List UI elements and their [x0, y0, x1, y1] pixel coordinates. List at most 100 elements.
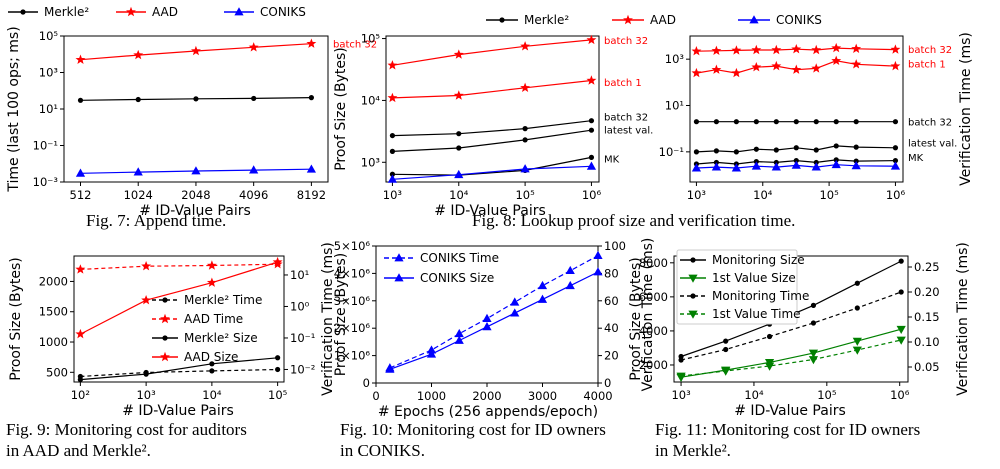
- series-line: [392, 129, 592, 152]
- data-point: [75, 54, 86, 64]
- data-point: [249, 165, 259, 174]
- series-line: [80, 368, 278, 378]
- data-point: [389, 132, 396, 139]
- data-point: [813, 119, 819, 125]
- caption-fig10: Fig. 10: Monitoring cost for ID owners i…: [340, 419, 606, 461]
- x-tick-label: 10⁶: [582, 188, 602, 202]
- legend-top-right-entry-marker: [623, 14, 633, 25]
- data-point: [678, 357, 684, 363]
- legend-entry-label: 1st Value Time: [712, 307, 801, 321]
- data-point: [773, 119, 779, 125]
- y-tick-label: 2×10⁶: [334, 321, 371, 335]
- x-axis-label: # Epochs (256 appends/epoch): [378, 404, 598, 420]
- data-point: [733, 149, 739, 155]
- legend-entry-marker: [690, 293, 696, 299]
- series-line: [389, 255, 599, 369]
- x-tick-label: 2048: [181, 188, 210, 202]
- data-point: [851, 161, 861, 170]
- legend-top-left-entry-label: CONIKS: [260, 5, 306, 19]
- data-point: [143, 371, 149, 377]
- y-tick-label: 5×10⁶: [334, 239, 371, 253]
- x-tick-label: 10⁵: [817, 388, 837, 402]
- x-tick-label: 2000: [472, 389, 501, 403]
- y-tick-label: 0: [363, 376, 370, 390]
- legend-entry-marker: [394, 253, 404, 262]
- data-point: [713, 119, 719, 125]
- data-point: [588, 154, 595, 160]
- legend-entry-marker: [160, 313, 170, 324]
- series-line: [696, 145, 896, 153]
- data-point: [385, 364, 395, 373]
- legend-entry-marker: [688, 310, 698, 319]
- series-line: [392, 79, 592, 99]
- y-tick-label: 1×10⁶: [334, 349, 371, 363]
- y2-tick-label: 10¹: [290, 268, 309, 282]
- data-point: [275, 366, 281, 373]
- series-line: [80, 357, 278, 381]
- data-point: [751, 44, 762, 55]
- data-point: [810, 302, 817, 308]
- series-annotation: batch 32: [604, 36, 648, 47]
- legend-entry-label: Monitoring Time: [712, 289, 809, 303]
- series-line: [681, 328, 902, 378]
- series-annotation: batch 32: [908, 45, 952, 56]
- data-point: [520, 82, 530, 92]
- data-point: [251, 95, 257, 102]
- data-point: [731, 163, 741, 172]
- x-tick-label: 10⁴: [753, 188, 773, 202]
- data-point: [723, 346, 729, 353]
- y2-tick-label: 20: [604, 349, 619, 363]
- x-tick-label: 4096: [239, 188, 268, 202]
- data-point: [773, 147, 779, 153]
- y-tick-label: 10⁻¹: [659, 145, 684, 159]
- data-point: [456, 131, 462, 137]
- x-tick-label: 10⁵: [819, 188, 839, 202]
- series-annotation: MK: [908, 153, 924, 164]
- y2-tick-label: 0: [604, 376, 611, 390]
- data-point: [892, 157, 899, 164]
- y2-tick-label: 0.05: [914, 360, 940, 374]
- data-point: [191, 45, 201, 56]
- data-point: [892, 145, 899, 151]
- x-tick-label: 512: [70, 188, 92, 202]
- data-point: [890, 44, 901, 54]
- y2-tick-label: 10⁻²: [290, 362, 315, 376]
- y2-tick-label: 0.15: [914, 310, 940, 324]
- data-point: [831, 55, 842, 65]
- y2-axis-label: Verification Time (ms): [320, 242, 336, 396]
- x-tick-label: 10²: [71, 388, 90, 402]
- data-point: [426, 349, 437, 358]
- data-point: [454, 169, 464, 179]
- data-point: [522, 126, 528, 132]
- x-axis-label: # ID-Value Pairs: [734, 403, 846, 419]
- data-point: [272, 256, 283, 267]
- y-axis-label: Proof Size (Bytes): [333, 253, 349, 377]
- chart-fig9: 10² 10³ 10⁴ 10⁵ 500 1000 1500 2000 10⁻² 10⁻¹ 10⁰ 10…: [8, 242, 336, 419]
- data-point: [537, 294, 548, 303]
- data-point: [482, 322, 492, 331]
- data-point: [852, 337, 862, 346]
- data-point: [308, 95, 314, 101]
- y-tick-label: 10⁴: [361, 93, 381, 107]
- x-tick-label: 10⁵: [268, 388, 288, 402]
- data-point: [890, 161, 901, 170]
- data-point: [565, 265, 575, 275]
- data-point: [586, 161, 597, 170]
- y-tick-label: 1500: [39, 305, 68, 319]
- data-point: [389, 148, 396, 154]
- caption-fig11-line1: Fig. 11: Monitoring cost for ID owners: [655, 420, 921, 439]
- data-point: [135, 96, 141, 103]
- data-point: [77, 97, 84, 103]
- x-tick-label: 10⁴: [449, 188, 469, 202]
- legend-top-right-entry-label: CONIKS: [776, 13, 822, 27]
- data-point: [482, 313, 492, 323]
- data-point: [853, 119, 859, 125]
- y-tick-label: 10¹: [665, 99, 684, 113]
- legend-top-right: Merkle² AAD CONIKS: [486, 13, 822, 27]
- y-tick-label: 2000: [639, 358, 668, 372]
- series-line: [392, 165, 592, 180]
- legend-entry-marker: [162, 335, 168, 341]
- caption-fig10-line1: Fig. 10: Monitoring cost for ID owners: [340, 420, 606, 439]
- plot-frame: [73, 255, 285, 383]
